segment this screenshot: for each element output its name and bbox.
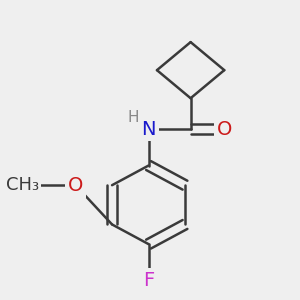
Text: O: O xyxy=(68,176,83,195)
Text: N: N xyxy=(141,120,156,139)
Text: F: F xyxy=(143,271,154,290)
Text: O: O xyxy=(217,120,232,139)
Text: H: H xyxy=(128,110,139,125)
Text: CH₃: CH₃ xyxy=(6,176,39,194)
